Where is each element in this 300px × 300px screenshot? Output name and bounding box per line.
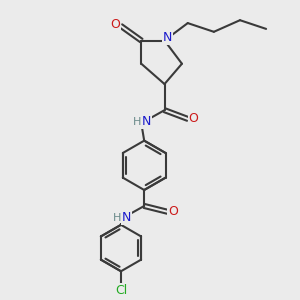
Text: O: O	[110, 18, 120, 31]
Text: H: H	[133, 117, 141, 127]
Text: N: N	[163, 31, 172, 44]
Text: Cl: Cl	[115, 284, 127, 297]
Text: N: N	[122, 211, 131, 224]
Text: O: O	[189, 112, 199, 125]
Text: H: H	[112, 213, 121, 223]
Text: O: O	[168, 205, 178, 218]
Text: N: N	[142, 115, 151, 128]
